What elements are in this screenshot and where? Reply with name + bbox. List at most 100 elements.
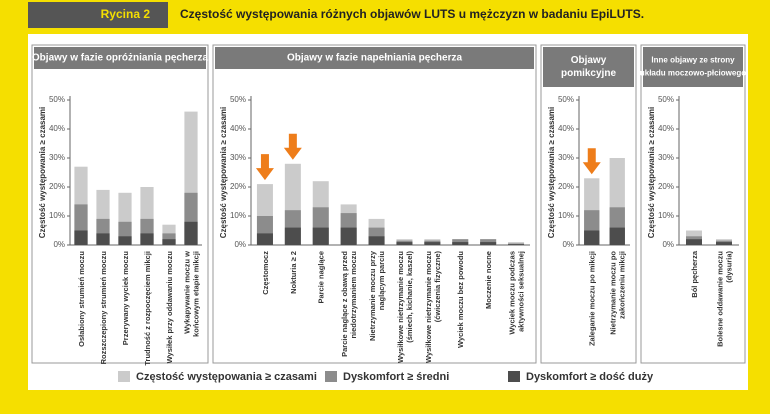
x-tick-label: naglącym parciu xyxy=(377,251,386,311)
y-tick-label: 30% xyxy=(49,153,65,162)
bar xyxy=(74,230,88,245)
bar xyxy=(508,244,525,245)
x-tick-label: Ból pęcherza xyxy=(690,250,699,298)
bar xyxy=(368,236,385,245)
y-tick-label: 50% xyxy=(558,95,574,104)
x-tick-label: Wyciek moczu podczas xyxy=(508,251,517,335)
y-tick-label: 40% xyxy=(558,124,574,133)
y-tick-label: 50% xyxy=(49,95,65,104)
panel-frame xyxy=(640,44,746,364)
panel-frame xyxy=(212,44,537,364)
y-tick-label: 30% xyxy=(230,153,246,162)
panel-title: Objawy xyxy=(571,55,607,66)
figure-panel xyxy=(28,34,748,390)
bar xyxy=(284,227,301,245)
highlight-arrow xyxy=(255,154,274,181)
bar xyxy=(162,239,176,245)
x-tick-label: Przerywany wyciek moczu xyxy=(121,251,130,346)
x-tick-label: Wysiłkowe nietrzymanie moczu xyxy=(396,251,405,363)
y-tick-label: 10% xyxy=(558,211,574,220)
panel-title: Objawy w fazie napełniania pęcherza xyxy=(287,53,462,64)
legend-swatch xyxy=(118,371,130,382)
bar xyxy=(686,239,702,245)
y-axis-label: Częstość występowania ≥ czasami xyxy=(38,107,47,239)
y-tick-label: 40% xyxy=(49,124,65,133)
x-tick-label: (dysuria) xyxy=(724,251,733,283)
y-tick-label: 10% xyxy=(49,211,65,220)
y-tick-label: 50% xyxy=(230,95,246,104)
panel-title: pomikcyjne xyxy=(561,68,616,79)
bar xyxy=(584,230,600,245)
legend-label: Dyskomfort ≥ dość duży xyxy=(526,371,654,383)
bar xyxy=(340,227,357,245)
x-tick-label: niedotrzymaniem moczu xyxy=(349,251,358,339)
panel-header xyxy=(34,47,206,69)
bar xyxy=(140,233,154,245)
bar xyxy=(480,242,497,245)
y-tick-label: 10% xyxy=(658,211,674,220)
y-tick-label: 20% xyxy=(49,182,65,191)
y-tick-label: 0% xyxy=(662,240,674,249)
figure-label-box xyxy=(28,2,168,28)
x-tick-label: Parcie naglące z obawą przed xyxy=(340,251,349,357)
y-tick-label: 30% xyxy=(558,153,574,162)
x-tick-label: Nietrzymanie moczu przy xyxy=(368,250,377,341)
y-tick-label: 40% xyxy=(230,124,246,133)
x-tick-label: Nietrzymanie moczu po xyxy=(609,251,618,335)
x-tick-label: (ćwiczenia fizyczne) xyxy=(433,251,442,323)
legend-label: Dyskomfort ≥ średni xyxy=(343,371,449,383)
y-tick-label: 20% xyxy=(558,182,574,191)
y-tick-label: 0% xyxy=(234,240,246,249)
y-tick-label: 30% xyxy=(658,153,674,162)
x-tick-label: Bolesne oddawanie moczu xyxy=(715,251,724,347)
panel-header xyxy=(543,47,634,87)
x-tick-label: Parcie naglące xyxy=(317,251,326,304)
y-tick-label: 0% xyxy=(562,240,574,249)
x-tick-label: (śmiech, kichanie, kaszel) xyxy=(405,251,414,343)
panel-frame xyxy=(540,44,637,364)
panel-title: Inne objawy ze strony xyxy=(651,56,735,65)
panel-title: układu moczowo-płciowego xyxy=(640,69,746,78)
y-axis-label: Częstość występowania ≥ czasami xyxy=(647,107,656,239)
panel-header xyxy=(215,47,534,69)
bar xyxy=(716,242,732,245)
legend-swatch xyxy=(508,371,520,382)
panel-title: Objawy w fazie opróżniania pęcherza xyxy=(32,53,209,64)
x-tick-label: Nokturia ≥ 2 xyxy=(289,251,298,294)
highlight-arrow xyxy=(582,148,601,175)
x-tick-label: Osłabiony strumień moczu xyxy=(77,251,86,347)
bar xyxy=(184,221,198,245)
y-tick-label: 0% xyxy=(53,240,65,249)
legend-label: Częstość występowania ≥ czasami xyxy=(136,371,317,383)
x-tick-label: zakończeniu mikcji xyxy=(618,251,627,319)
bar xyxy=(312,227,329,245)
y-tick-label: 50% xyxy=(658,95,674,104)
x-tick-label: Wysiłek przy oddawaniu moczu xyxy=(165,251,174,364)
x-tick-label: Wykapywanie moczu w xyxy=(182,251,191,334)
legend-swatch xyxy=(325,371,337,382)
figure-label: Rycina 2 xyxy=(101,7,151,21)
bar xyxy=(256,233,273,245)
x-tick-label: Wyciek moczu bez powodu xyxy=(456,251,465,348)
bar xyxy=(452,242,469,245)
x-tick-label: końcowym etapie mikcji xyxy=(191,251,200,337)
y-tick-label: 40% xyxy=(658,124,674,133)
panel-header xyxy=(643,47,743,87)
bar xyxy=(396,242,413,245)
y-axis-label: Częstość występowania ≥ czasami xyxy=(547,107,556,239)
x-tick-label: Zaleganie moczu po mikcji xyxy=(588,251,597,346)
bar xyxy=(424,242,441,245)
x-tick-label: Częstomocz xyxy=(261,251,270,295)
figure-title: Częstość występowania różnych objawów LU… xyxy=(180,7,644,21)
x-tick-label: aktywności seksualnej xyxy=(517,251,526,332)
y-tick-label: 10% xyxy=(230,211,246,220)
x-tick-label: Wysiłkowe nietrzymanie moczu xyxy=(424,251,433,363)
x-tick-label: Rozszczepiony strumień moczu xyxy=(99,251,108,365)
x-tick-label: Trudność z rozpoczęciem mikcji xyxy=(143,251,152,366)
y-axis-label: Częstość występowania ≥ czasami xyxy=(219,107,228,239)
bar xyxy=(118,236,132,245)
bar xyxy=(609,227,625,245)
y-tick-label: 20% xyxy=(658,182,674,191)
y-tick-label: 20% xyxy=(230,182,246,191)
